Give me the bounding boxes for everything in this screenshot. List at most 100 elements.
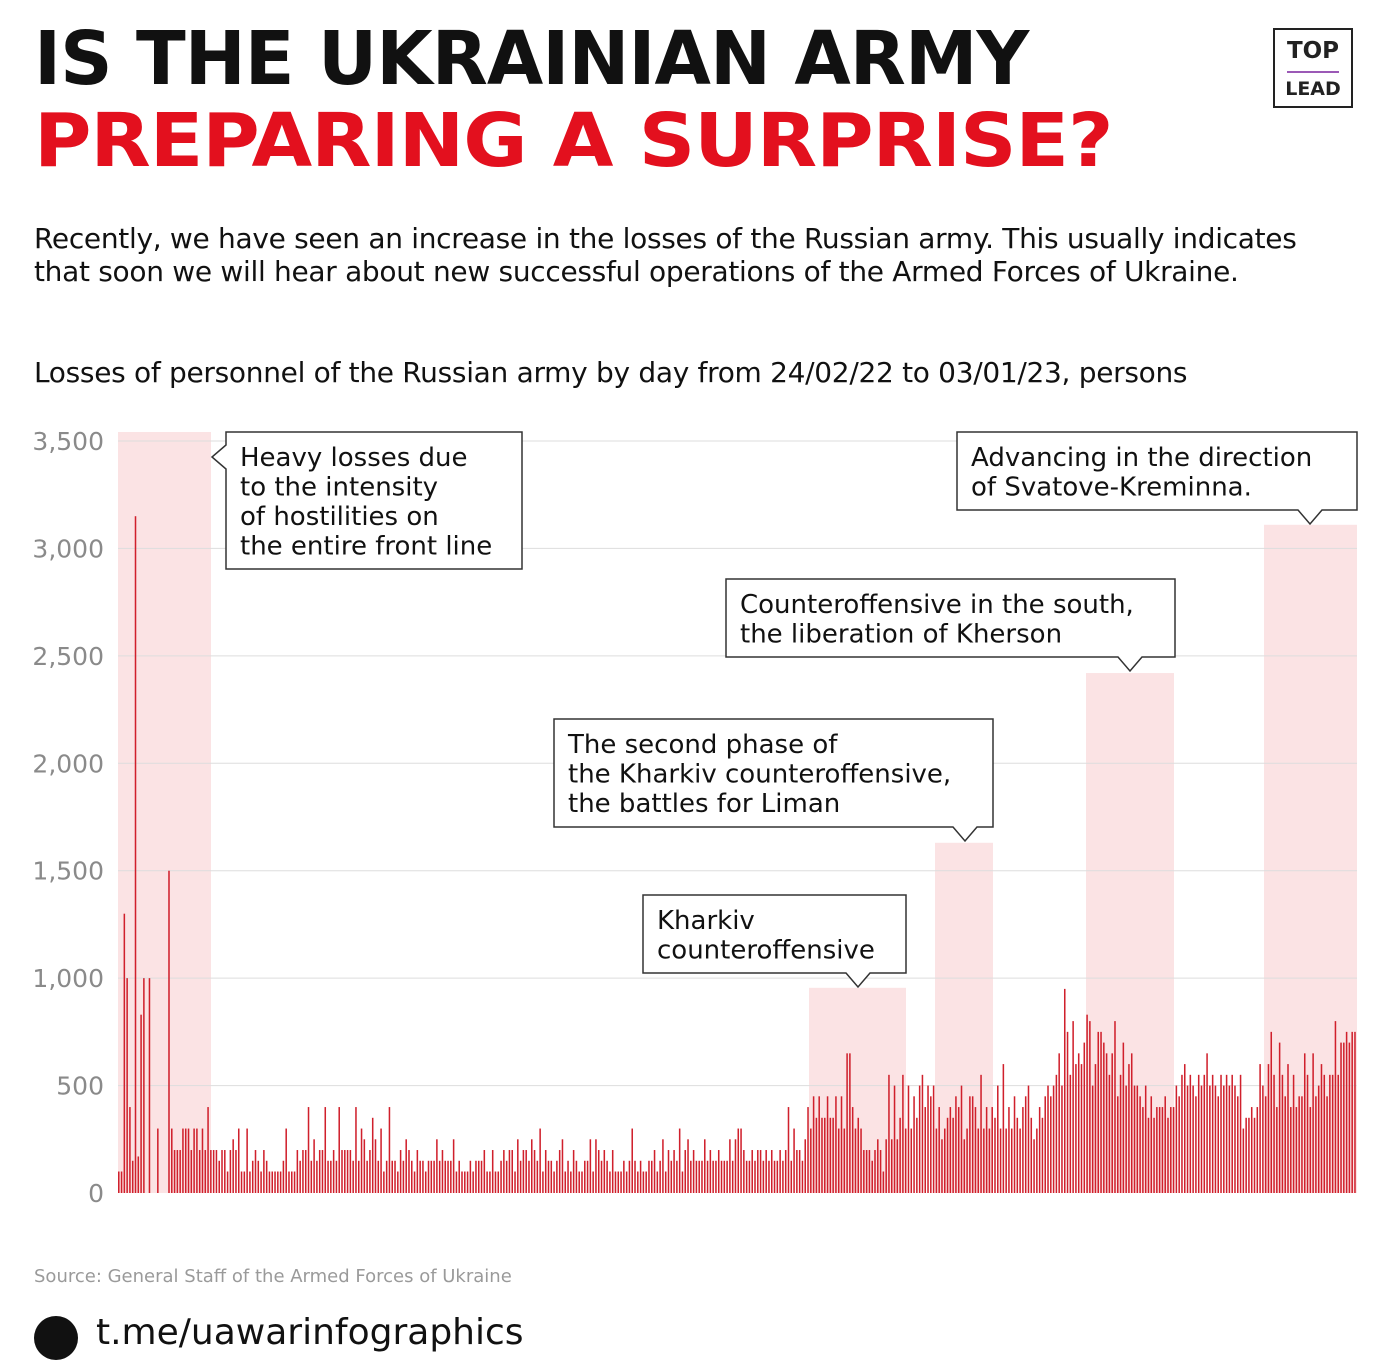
bar [1089, 1021, 1091, 1193]
bar [469, 1160, 472, 1193]
bar [413, 1171, 416, 1193]
bar [212, 1150, 215, 1193]
bar [801, 1160, 804, 1193]
bar [1167, 1117, 1169, 1193]
logo-line-2: LEAD [1285, 78, 1341, 100]
bar [1041, 1117, 1044, 1193]
annotation-box [725, 578, 1176, 673]
bar [759, 1150, 762, 1193]
bar [503, 1150, 505, 1193]
highlight-band-4 [1086, 673, 1174, 1193]
bar [344, 1150, 346, 1193]
bar [1197, 1074, 1200, 1193]
bar [547, 1160, 550, 1193]
bar [321, 1150, 324, 1193]
bar [1234, 1085, 1236, 1193]
bar [902, 1074, 904, 1193]
bar [1181, 1074, 1183, 1193]
bar [957, 1107, 960, 1193]
bar [1192, 1085, 1194, 1193]
bar [131, 1160, 134, 1193]
bar [1080, 1064, 1083, 1193]
bar [531, 1139, 533, 1193]
bar [118, 1171, 120, 1193]
bar [815, 1117, 818, 1193]
bar [1036, 1128, 1038, 1193]
bar [366, 1160, 368, 1193]
bar [296, 1150, 299, 1193]
bar [776, 1160, 779, 1193]
bar [229, 1150, 232, 1193]
bar [687, 1139, 689, 1193]
bar [1024, 1096, 1027, 1193]
bar [1002, 1064, 1005, 1193]
bar [1278, 1042, 1281, 1193]
bar [835, 1096, 837, 1193]
bar [330, 1160, 332, 1193]
bar [528, 1160, 530, 1193]
bar [279, 1171, 282, 1193]
bar [455, 1171, 458, 1193]
bar [804, 1139, 806, 1193]
bar [1303, 1053, 1306, 1193]
bar [544, 1150, 547, 1193]
bar [659, 1160, 661, 1193]
bar [837, 1128, 840, 1193]
bar [720, 1160, 723, 1193]
bar [385, 1160, 388, 1193]
annotation-text: the Kharkiv counteroffensive, [568, 760, 951, 790]
bar [927, 1085, 929, 1193]
bar [1189, 1074, 1192, 1193]
bar [653, 1150, 656, 1193]
bar [176, 1150, 179, 1193]
bar [477, 1160, 480, 1193]
bar [1130, 1053, 1133, 1193]
bar [232, 1139, 234, 1193]
bar [664, 1171, 667, 1193]
bar [1343, 1042, 1345, 1193]
bar [327, 1160, 329, 1193]
bar [1245, 1117, 1247, 1193]
bar [408, 1150, 410, 1193]
bar [1225, 1074, 1228, 1193]
bar [1214, 1085, 1217, 1193]
bar [589, 1139, 592, 1193]
bar [1008, 1107, 1010, 1193]
bar [1063, 988, 1066, 1193]
bar [885, 1139, 887, 1193]
annotation-text: of hostilities on [240, 502, 439, 532]
bar [1301, 1096, 1303, 1193]
bar [625, 1171, 628, 1193]
bar [207, 1107, 209, 1193]
bar [737, 1128, 740, 1193]
bar [1075, 1064, 1077, 1193]
bar [676, 1160, 678, 1193]
bar [611, 1150, 614, 1193]
bar [1348, 1042, 1351, 1193]
telegram-link[interactable]: t.me/uawarinfographics [96, 1312, 524, 1353]
y-tick-label: 2,500 [32, 642, 104, 671]
bar [1200, 1085, 1203, 1193]
bar [757, 1150, 759, 1193]
bar [411, 1160, 413, 1193]
bar [932, 1085, 935, 1193]
bar [226, 1171, 229, 1193]
bar [377, 1160, 380, 1193]
bar [1331, 1074, 1334, 1193]
y-tick-label: 1,000 [32, 964, 104, 993]
bar [765, 1150, 767, 1193]
bar [480, 1160, 483, 1193]
bar [1158, 1107, 1161, 1193]
bar [963, 1139, 966, 1193]
bar [288, 1171, 290, 1193]
bar [734, 1139, 737, 1193]
bar [433, 1160, 435, 1193]
bar [1058, 1053, 1060, 1193]
bar [1273, 1074, 1275, 1193]
bar [1320, 1064, 1323, 1193]
bar [846, 1053, 848, 1193]
bar [179, 1150, 181, 1193]
